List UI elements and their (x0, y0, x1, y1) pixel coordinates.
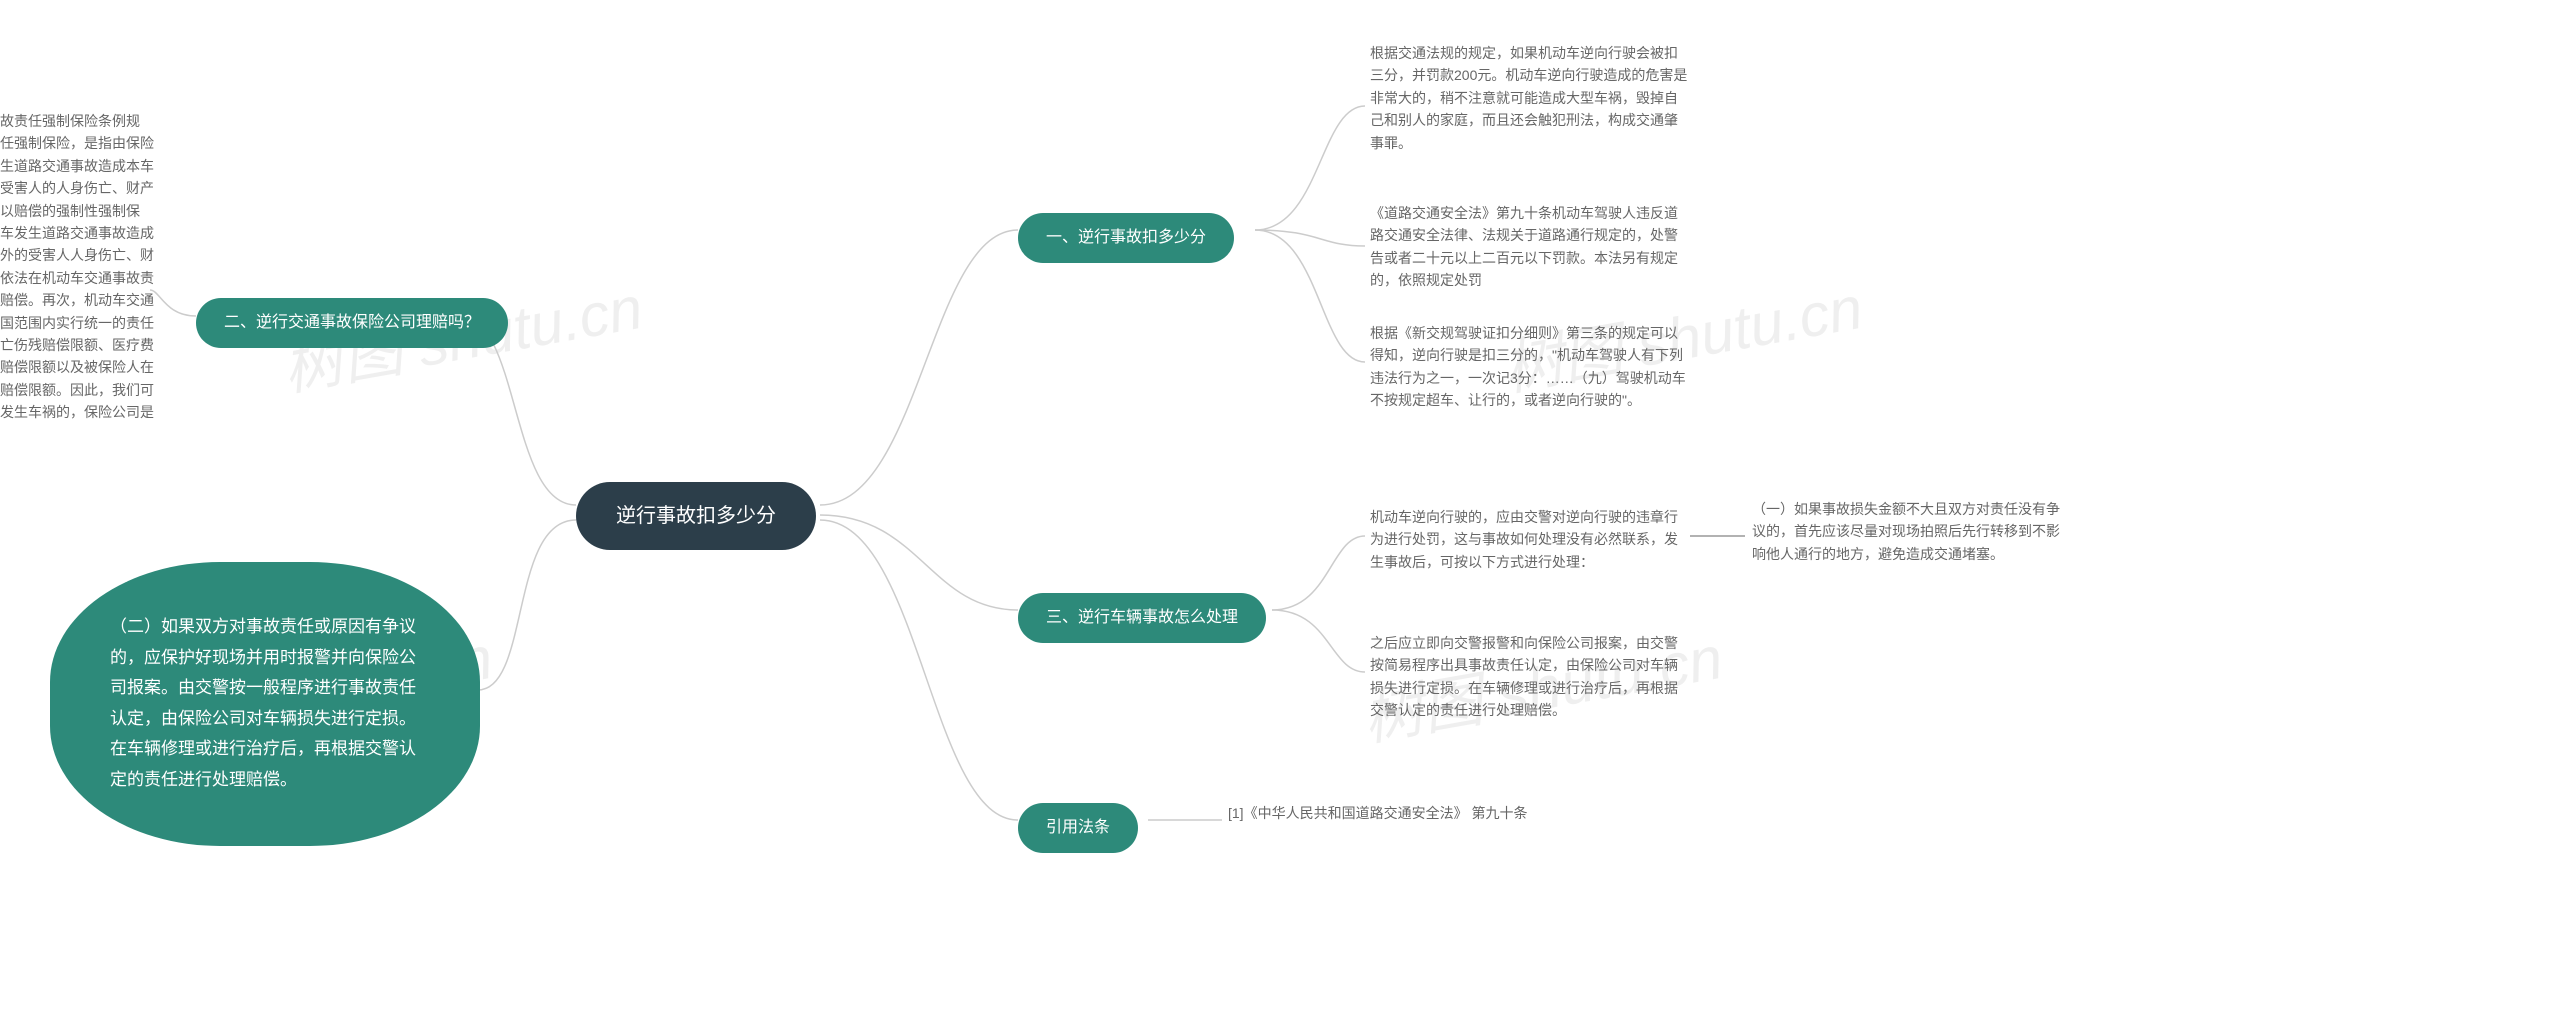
branch-2: 二、逆行交通事故保险公司理赔吗？ (196, 298, 508, 348)
branch-1-leaf-2: 《道路交通安全法》第九十条机动车驾驶人违反道路交通安全法律、法规关于道路通行规定… (1370, 202, 1690, 292)
connectors (0, 0, 2560, 1014)
branch-1-leaf-3: 根据《新交规驾驶证扣分细则》第三条的规定可以得知，逆向行驶是扣三分的，"机动车驾… (1370, 322, 1690, 412)
branch-3-leaf-2: 之后应立即向交警报警和向保险公司报案，由交警按简易程序出具事故责任认定，由保险公… (1370, 632, 1690, 722)
branch-4: 引用法条 (1018, 803, 1138, 853)
branch-1: 一、逆行事故扣多少分 (1018, 213, 1234, 263)
branch-3-leaf-1: 机动车逆向行驶的，应由交警对逆向行驶的违章行为进行处罚，这与事故如何处理没有必然… (1370, 506, 1690, 573)
center-node: 逆行事故扣多少分 (576, 482, 816, 550)
bubble-node: （二）如果双方对事故责任或原因有争议的，应保护好现场并用时报警并向保险公司报案。… (50, 562, 480, 846)
branch-3: 三、逆行车辆事故怎么处理 (1018, 593, 1266, 643)
branch-3-leaf-1-sub: （一）如果事故损失金额不大且双方对责任没有争议的，首先应该尽量对现场拍照后先行转… (1752, 498, 2072, 565)
branch-4-leaf: [1]《中华人民共和国道路交通安全法》 第九十条 (1228, 802, 1527, 824)
branch-1-leaf-1: 根据交通法规的规定，如果机动车逆向行驶会被扣三分，并罚款200元。机动车逆向行驶… (1370, 42, 1690, 154)
branch-2-leaf: 根据我国机动车交通事故责任强制保险条例规定：机动车交通事故责任强制保险，是指由保… (0, 110, 160, 446)
